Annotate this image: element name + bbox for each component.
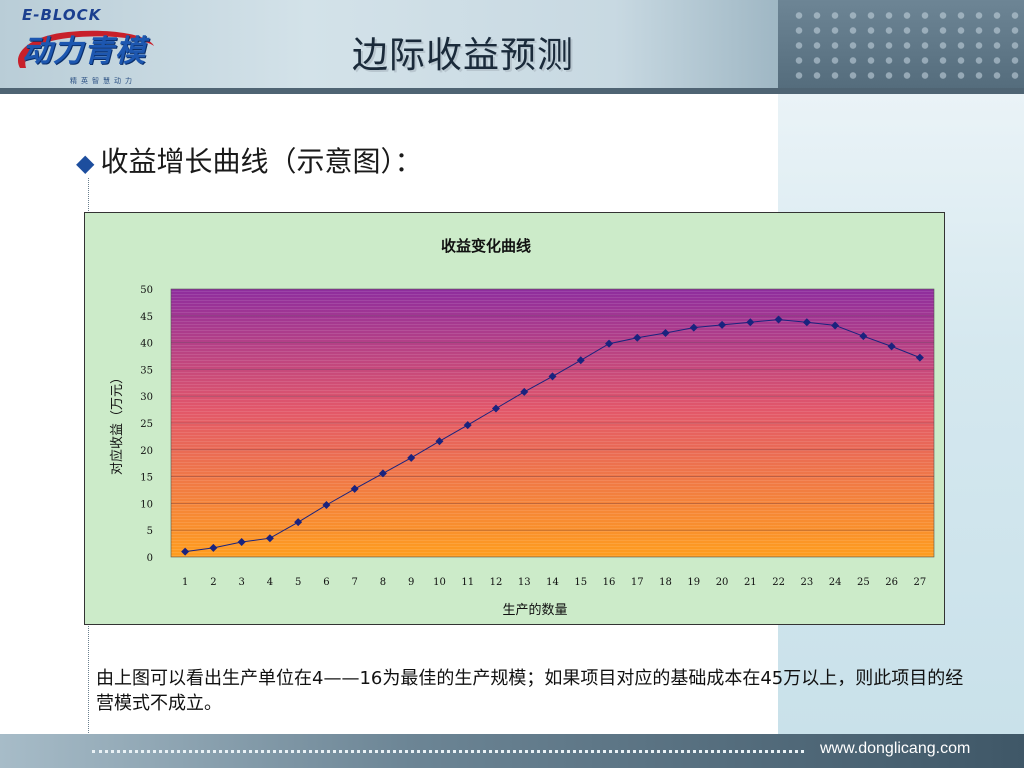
- logo-sub-text: 精英智慧动力: [70, 77, 136, 85]
- data-point: [322, 501, 331, 510]
- data-point: [802, 318, 811, 327]
- x-tick-label: 4: [267, 577, 273, 588]
- x-tick-label: 15: [574, 577, 587, 588]
- data-point: [633, 333, 642, 342]
- data-point: [689, 323, 698, 332]
- x-tick-label: 25: [857, 577, 870, 588]
- x-tick-label: 20: [716, 577, 729, 588]
- y-tick-label: 35: [140, 365, 153, 376]
- y-tick-label: 5: [147, 526, 153, 537]
- x-tick-label: 22: [772, 577, 785, 588]
- x-tick-label: 9: [408, 577, 414, 588]
- logo-swoosh-icon: [18, 30, 154, 68]
- x-tick-label: 24: [829, 577, 842, 588]
- x-tick-label: 7: [351, 577, 357, 588]
- chart-area: 收益变化曲线 对应收益（万元） 生产的数量 0 5 10 15 20 25 30 35 40 45…: [84, 212, 945, 625]
- data-point: [718, 320, 727, 329]
- x-tick-label: 21: [744, 577, 757, 588]
- conclusion-paragraph: 由上图可以看出生产单位在4——16为最佳的生产规模；如果项目对应的基础成本在45…: [96, 668, 964, 714]
- chart-title: 收益变化曲线: [441, 237, 531, 255]
- x-tick-label: 19: [687, 577, 700, 588]
- header-divider: [0, 88, 1024, 94]
- data-point: [548, 372, 557, 381]
- y-tick-label: 50: [140, 285, 153, 296]
- x-tick-label: 27: [914, 577, 927, 588]
- chart-xlabel: 生产的数量: [502, 602, 567, 618]
- data-point: [661, 328, 670, 337]
- x-tick-label: 2: [210, 577, 216, 588]
- x-tick-label: 1: [182, 577, 188, 588]
- data-point: [520, 387, 529, 396]
- y-tick-label: 40: [140, 339, 153, 350]
- x-tick-label: 14: [546, 577, 559, 588]
- y-tick-label: 30: [140, 392, 153, 403]
- logo-main-text: 动力青模: [22, 34, 146, 69]
- x-tick-label: 11: [461, 577, 474, 588]
- x-tick-label: 3: [238, 577, 244, 588]
- x-tick-label: 8: [380, 577, 386, 588]
- data-point: [181, 547, 190, 556]
- data-point: [887, 342, 896, 351]
- footer-url: www.donglicang.com: [820, 740, 971, 757]
- data-point: [831, 321, 840, 330]
- bullet-text: 收益增长曲线（示意图）：: [100, 145, 423, 178]
- x-tick-label: 10: [433, 577, 446, 588]
- data-point: [859, 332, 868, 341]
- data-point: [463, 421, 472, 430]
- x-tick-label: 6: [323, 577, 329, 588]
- y-tick-label: 0: [147, 553, 153, 564]
- x-tick-label: 26: [885, 577, 898, 588]
- x-tick-label: 17: [631, 577, 644, 588]
- chart-ylabel: 对应收益（万元）: [109, 371, 125, 475]
- plot-area-texture: [171, 289, 934, 557]
- x-tick-label: 23: [800, 577, 813, 588]
- x-tick-label: 13: [518, 577, 531, 588]
- revenue-line-chart: 收益变化曲线 对应收益（万元） 生产的数量 051015202530354045…: [109, 237, 935, 618]
- y-tick-label: 20: [140, 446, 153, 457]
- bullet-heading: ◆ 收益增长曲线（示意图）：: [76, 140, 422, 180]
- data-point: [407, 453, 416, 462]
- data-point: [774, 315, 783, 324]
- x-tick-label: 12: [490, 577, 503, 588]
- data-point: [237, 537, 246, 546]
- data-point: [435, 437, 444, 446]
- diamond-bullet-icon: ◆: [76, 149, 95, 177]
- data-point: [209, 543, 218, 552]
- data-point: [576, 356, 585, 365]
- x-tick-label: 5: [295, 577, 301, 588]
- data-point: [746, 318, 755, 327]
- x-tick-label: 16: [603, 577, 616, 588]
- data-point: [605, 339, 614, 348]
- header-dot-pattern: [790, 8, 1020, 82]
- data-point: [378, 469, 387, 478]
- plot-border: [170, 288, 935, 558]
- y-tick-label: 45: [140, 312, 153, 323]
- data-point: [265, 534, 274, 543]
- data-point: [294, 518, 303, 527]
- y-tick-label: 25: [140, 419, 153, 430]
- data-point: [350, 484, 359, 493]
- data-point: [915, 353, 924, 362]
- y-tick-label: 15: [140, 473, 153, 484]
- logo-top-text: E-BLOCK: [22, 6, 102, 24]
- data-point: [491, 404, 500, 413]
- footer-dotted-line: [92, 750, 804, 753]
- x-tick-label: 18: [659, 577, 672, 588]
- slide-title: 边际收益预测: [352, 35, 575, 76]
- y-tick-label: 10: [140, 499, 153, 510]
- logo: E-BLOCK 动力青模 精英智慧动力: [8, 6, 158, 88]
